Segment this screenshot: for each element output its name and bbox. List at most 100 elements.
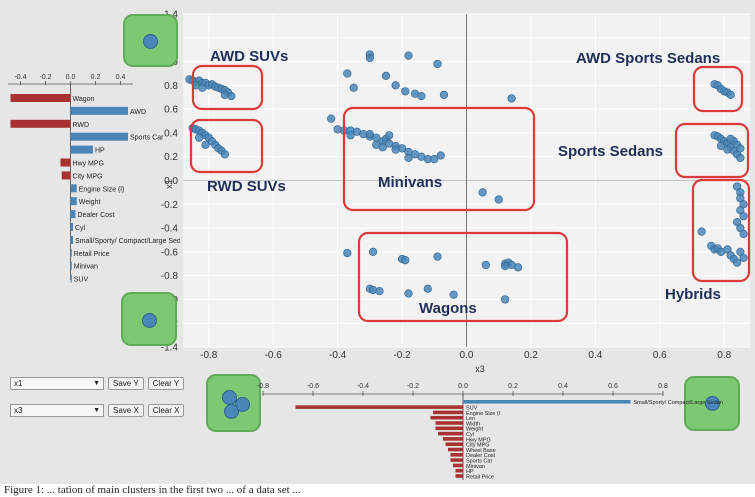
- data-point[interactable]: [349, 83, 358, 92]
- data-point[interactable]: [507, 94, 516, 103]
- data-point[interactable]: [404, 51, 413, 60]
- data-point[interactable]: [368, 247, 378, 256]
- x-tick-label: 0.0: [460, 350, 474, 361]
- data-point[interactable]: [227, 91, 236, 101]
- y-tick-label: 0.4: [164, 128, 178, 139]
- left-bar-label: Wagon: [73, 96, 95, 103]
- data-point[interactable]: [195, 133, 204, 142]
- bottom-bar: [435, 421, 463, 425]
- bottom-bar-tick-label: -0.6: [307, 383, 319, 390]
- bottom-bar-label: Sports Car: [466, 459, 492, 465]
- data-point[interactable]: [739, 253, 748, 262]
- data-point[interactable]: [378, 143, 387, 152]
- data-point[interactable]: [417, 91, 426, 101]
- left-bar: [70, 145, 93, 154]
- bottom-bar: [455, 474, 463, 478]
- left-bar: [70, 223, 73, 231]
- left-bar: [10, 119, 71, 128]
- x-axis-select[interactable]: x3 ▼: [10, 403, 104, 417]
- left-bar-label: Minivan: [74, 264, 98, 271]
- highlight-awd-sports-sedans: [692, 65, 744, 113]
- save-y-button[interactable]: Save Y: [108, 376, 144, 390]
- left-bar-tick-label: -0.2: [39, 74, 51, 81]
- data-point[interactable]: [433, 252, 442, 261]
- data-point[interactable]: [478, 188, 487, 197]
- data-point[interactable]: [381, 71, 391, 80]
- data-point[interactable]: [343, 248, 352, 258]
- y-tick-label: -0.6: [161, 247, 179, 258]
- highlight-rwd-suvs: [189, 118, 264, 174]
- data-point[interactable]: [726, 90, 735, 99]
- left-bar-tick-label: 0.4: [116, 74, 126, 81]
- left-bar: [70, 274, 72, 283]
- data-point[interactable]: [391, 145, 400, 154]
- data-point[interactable]: [220, 150, 229, 159]
- data-point[interactable]: [201, 140, 210, 149]
- data-point[interactable]: [481, 260, 490, 270]
- left-bar-label: SUV: [74, 277, 89, 284]
- bottom-bar: [435, 426, 463, 431]
- cluster-glyph-bottom-left[interactable]: [206, 374, 261, 432]
- cluster-glyph-left[interactable]: [121, 292, 177, 346]
- save-x-button[interactable]: Save X: [108, 403, 144, 417]
- bottom-bar: [443, 437, 463, 441]
- data-point[interactable]: [365, 130, 374, 139]
- data-point[interactable]: [739, 229, 748, 239]
- data-point[interactable]: [723, 145, 732, 154]
- data-point[interactable]: [391, 81, 400, 90]
- bottom-bar: [450, 458, 463, 462]
- highlight-minivans: [342, 106, 536, 212]
- data-points[interactable]: [185, 50, 748, 304]
- data-point[interactable]: [439, 90, 449, 99]
- data-point[interactable]: [739, 212, 748, 221]
- data-point[interactable]: [404, 289, 413, 298]
- data-point[interactable]: [733, 258, 742, 267]
- data-point[interactable]: [343, 69, 352, 78]
- data-point[interactable]: [449, 290, 458, 299]
- data-point[interactable]: [716, 141, 726, 151]
- x-tick-label: -0.6: [265, 350, 283, 361]
- cluster-highlights: [189, 64, 751, 323]
- data-point[interactable]: [401, 256, 410, 265]
- data-point[interactable]: [726, 134, 735, 143]
- cluster-label-rwd-suvs: RWD SUVs: [207, 178, 286, 195]
- data-point[interactable]: [513, 263, 523, 272]
- data-point[interactable]: [375, 287, 384, 296]
- data-point[interactable]: [385, 131, 394, 140]
- data-point[interactable]: [501, 295, 510, 304]
- data-point[interactable]: [736, 144, 745, 153]
- data-point[interactable]: [436, 151, 445, 160]
- clear-x-button[interactable]: Clear X: [147, 403, 185, 417]
- data-point[interactable]: [365, 53, 374, 63]
- data-point[interactable]: [401, 87, 410, 96]
- data-point[interactable]: [494, 195, 503, 204]
- data-point[interactable]: [404, 153, 413, 163]
- cluster-glyph-top[interactable]: [123, 14, 178, 67]
- data-point[interactable]: [430, 154, 439, 164]
- bottom-bar-label: Engine Size (l: [466, 411, 500, 417]
- bottom-bar: [295, 405, 463, 409]
- chevron-down-icon: ▼: [93, 379, 100, 387]
- left-bar-label: Sports Car: [130, 135, 164, 142]
- bottom-bar-label: Width: [466, 421, 480, 427]
- scatter-plot[interactable]: -0.8-0.6-0.4-0.20.00.20.40.60.81.41.21.0…: [0, 0, 755, 372]
- bottom-bar: [433, 410, 463, 415]
- clear-y-button[interactable]: Clear Y: [147, 376, 185, 390]
- y-tick-label: -1.4: [161, 343, 179, 354]
- cluster-glyph-bottom-right[interactable]: [684, 376, 740, 431]
- data-point[interactable]: [327, 114, 336, 123]
- y-axis-select[interactable]: x1 ▼: [10, 376, 104, 390]
- left-bar: [70, 184, 77, 193]
- data-point[interactable]: [346, 131, 355, 140]
- data-point[interactable]: [198, 83, 207, 92]
- data-point[interactable]: [423, 284, 432, 293]
- data-point[interactable]: [433, 59, 442, 69]
- bottom-bar-label: Retail Price: [466, 474, 494, 480]
- data-point[interactable]: [736, 153, 745, 163]
- data-point[interactable]: [501, 262, 510, 271]
- bottom-bar-tick-label: -0.2: [407, 383, 419, 390]
- data-point[interactable]: [697, 227, 706, 236]
- y-tick-label: 0.2: [164, 152, 178, 163]
- x-tick-label: 0.4: [588, 350, 602, 361]
- bottom-bar-tick-label: 0.8: [658, 383, 668, 390]
